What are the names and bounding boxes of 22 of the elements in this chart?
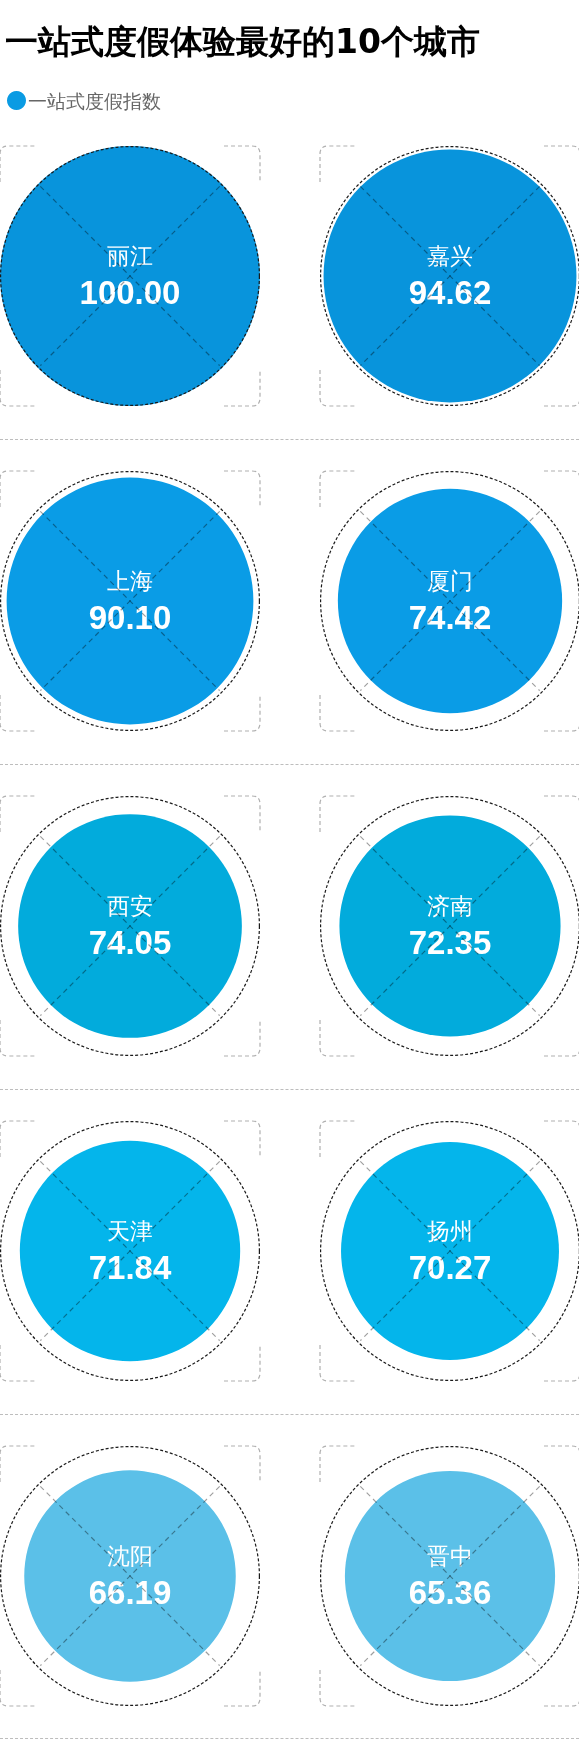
data-label: 70.27	[408, 1248, 492, 1286]
category-label: 西安	[107, 893, 153, 919]
data-label: 66.19	[88, 1573, 172, 1611]
data-label: 65.36	[408, 1573, 492, 1611]
data-label: 74.05	[88, 923, 172, 961]
category-label: 天津	[107, 1218, 153, 1244]
text: 一站式度假体验最好的10个城市	[5, 22, 480, 61]
data-label: 72.35	[408, 923, 492, 961]
category-label: 济南	[427, 893, 473, 919]
category-label: 嘉兴	[427, 243, 473, 269]
legend-label: 一站式度假指数	[28, 89, 161, 112]
category-label: 上海	[107, 568, 153, 594]
data-label: 94.62	[408, 273, 492, 311]
category-label: 厦门	[427, 568, 473, 594]
category-label: 沈阳	[107, 1543, 153, 1569]
category-label: 晋中	[427, 1543, 473, 1569]
data-label: 71.84	[88, 1248, 172, 1286]
data-label: 100.00	[79, 273, 181, 311]
data-label: 74.42	[408, 598, 492, 636]
category-label: 扬州	[427, 1218, 473, 1244]
category-label: 丽江	[107, 243, 153, 269]
data-label: 90.10	[88, 598, 172, 636]
